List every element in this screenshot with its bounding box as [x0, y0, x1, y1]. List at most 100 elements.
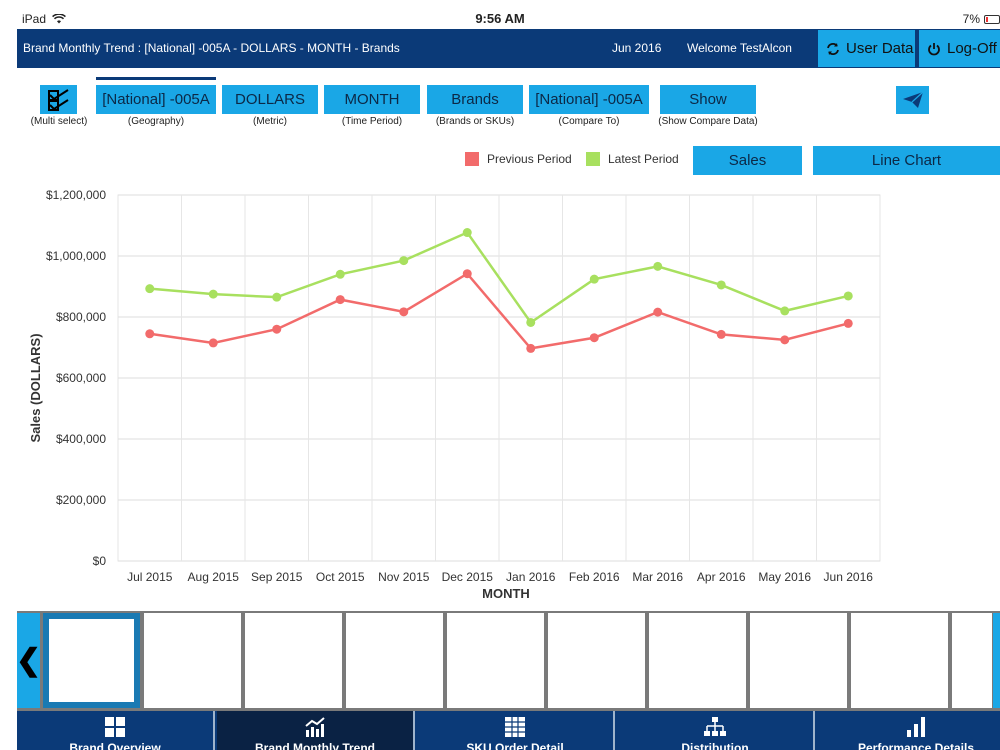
x-tick-label: Oct 2015: [316, 570, 365, 584]
send-button[interactable]: [896, 86, 929, 114]
multi-select-caption: (Multi select): [30, 116, 88, 127]
data-point-previous-period: [716, 329, 726, 339]
power-icon: [928, 42, 940, 55]
grid-icon: [105, 717, 125, 737]
data-point-previous-period: [399, 307, 409, 317]
tab-label: Brand Monthly Trend: [255, 741, 375, 750]
time-period-filter-button[interactable]: MONTH: [324, 85, 420, 114]
x-tick-label: May 2016: [758, 570, 811, 584]
x-tick-label: Jul 2015: [127, 570, 173, 584]
x-tick-label: Aug 2015: [188, 570, 240, 584]
data-point-previous-period: [335, 295, 345, 305]
logoff-button[interactable]: Log-Off: [919, 30, 1000, 67]
multi-select-button[interactable]: [40, 85, 77, 114]
thumbnail-6[interactable]: [548, 613, 645, 708]
data-point-latest-period: [145, 284, 155, 294]
bar-chart-icon: [907, 717, 925, 737]
table-icon: [505, 717, 525, 737]
welcome-text: Welcome TestAlcon: [687, 41, 792, 55]
current-date: Jun 2016: [612, 41, 662, 55]
x-tick-label: Jun 2016: [824, 570, 874, 584]
clock: 9:56 AM: [475, 11, 525, 26]
multi-select-icon: [47, 88, 69, 111]
data-point-latest-period: [653, 261, 663, 271]
battery-icon: [984, 14, 1000, 24]
geography-caption: (Geography): [127, 116, 185, 127]
metric-filter-button[interactable]: DOLLARS: [222, 85, 318, 114]
data-point-latest-period: [335, 269, 345, 279]
wifi-icon: [52, 14, 66, 24]
brands-caption: (Brands or SKUs): [435, 116, 515, 127]
thumbnail-8[interactable]: [750, 613, 847, 708]
tab-label: Performance Details: [857, 741, 975, 750]
y-tick-label: $400,000: [56, 432, 106, 446]
battery-percent: 7%: [962, 12, 980, 26]
brands-filter-button[interactable]: Brands: [427, 85, 523, 114]
legend-previous-period: Previous Period: [465, 152, 572, 166]
data-point-previous-period: [145, 329, 155, 339]
legend-latest-period: Latest Period: [586, 152, 679, 166]
thumbnail-9[interactable]: [851, 613, 948, 708]
line-chart: $0 $200,000 $400,000 $600,000 $800,000 $1,000…: [28, 188, 881, 601]
y-tick-label: $0: [93, 554, 107, 568]
legend-label-latest: Latest Period: [608, 152, 679, 166]
y-tick-label: $800,000: [56, 310, 106, 324]
y-tick-label: $1,200,000: [46, 188, 106, 202]
data-point-latest-period: [272, 292, 282, 302]
y-tick-label: $1,000,000: [46, 249, 106, 263]
bottom-tab-bar: Brand Overview Brand Monthly Trend SKU O…: [17, 711, 1000, 750]
y-tick-label: $200,000: [56, 493, 106, 507]
paper-plane-icon: [902, 91, 923, 108]
metric-toggle-button[interactable]: Sales: [693, 146, 802, 175]
legend-swatch-latest: [586, 152, 600, 166]
data-point-latest-period: [843, 291, 853, 301]
geography-filter-button[interactable]: [National] -005A: [96, 85, 216, 114]
time-period-caption: (Time Period): [341, 116, 403, 127]
thumbnail-3[interactable]: [245, 613, 342, 708]
tab-brand-monthly-trend[interactable]: Brand Monthly Trend: [217, 711, 415, 750]
thumbnail-1[interactable]: [43, 613, 140, 708]
page-title: Brand Monthly Trend : [National] -005A -…: [23, 41, 400, 55]
data-point-previous-period: [208, 338, 218, 348]
thumbnail-2[interactable]: [144, 613, 241, 708]
legend-label-previous: Previous Period: [487, 152, 572, 166]
user-data-label: User Data: [846, 40, 914, 57]
user-data-button[interactable]: User Data: [818, 30, 915, 67]
show-compare-button[interactable]: Show: [660, 85, 756, 114]
logoff-label: Log-Off: [947, 40, 997, 57]
data-point-previous-period: [526, 343, 536, 353]
thumbnail-4[interactable]: [346, 613, 443, 708]
chart-type-button[interactable]: Line Chart: [813, 146, 1000, 175]
metric-caption: (Metric): [253, 116, 287, 127]
thumbnail-7[interactable]: [649, 613, 746, 708]
y-tick-label: $600,000: [56, 371, 106, 385]
tab-label: Distribution: [681, 741, 749, 750]
thumbnail-5[interactable]: [447, 613, 544, 708]
compare-to-filter-button[interactable]: [National] -005A: [529, 85, 649, 114]
data-point-previous-period: [272, 324, 282, 334]
y-axis-title: Sales (DOLLARS): [28, 333, 43, 442]
tab-distribution[interactable]: Distribution: [617, 711, 815, 750]
chevron-left-icon: ❮: [15, 644, 42, 677]
tab-brand-overview[interactable]: Brand Overview: [17, 711, 215, 750]
data-point-latest-period: [208, 289, 218, 299]
data-point-previous-period: [462, 269, 472, 279]
series-line-previous-period: [149, 272, 849, 350]
series-line-latest-period: [149, 230, 849, 325]
x-tick-label: Mar 2016: [632, 570, 683, 584]
refresh-icon: [827, 42, 839, 55]
data-point-latest-period: [462, 228, 472, 238]
x-tick-label: Sep 2015: [251, 570, 303, 584]
data-point-latest-period: [716, 280, 726, 290]
thumbnail-10[interactable]: [952, 613, 992, 708]
hierarchy-icon: [704, 717, 726, 736]
x-tick-label: Feb 2016: [569, 570, 620, 584]
data-point-latest-period: [780, 306, 790, 316]
tab-sku-order-detail[interactable]: SKU Order Detail: [417, 711, 615, 750]
scroll-left-button[interactable]: ❮: [15, 613, 42, 708]
active-filter-indicator: [96, 77, 216, 80]
scroll-right-button[interactable]: [993, 613, 1000, 708]
tab-performance-details[interactable]: Performance Details: [817, 711, 1000, 750]
data-point-previous-period: [653, 307, 663, 317]
data-point-latest-period: [589, 274, 599, 284]
